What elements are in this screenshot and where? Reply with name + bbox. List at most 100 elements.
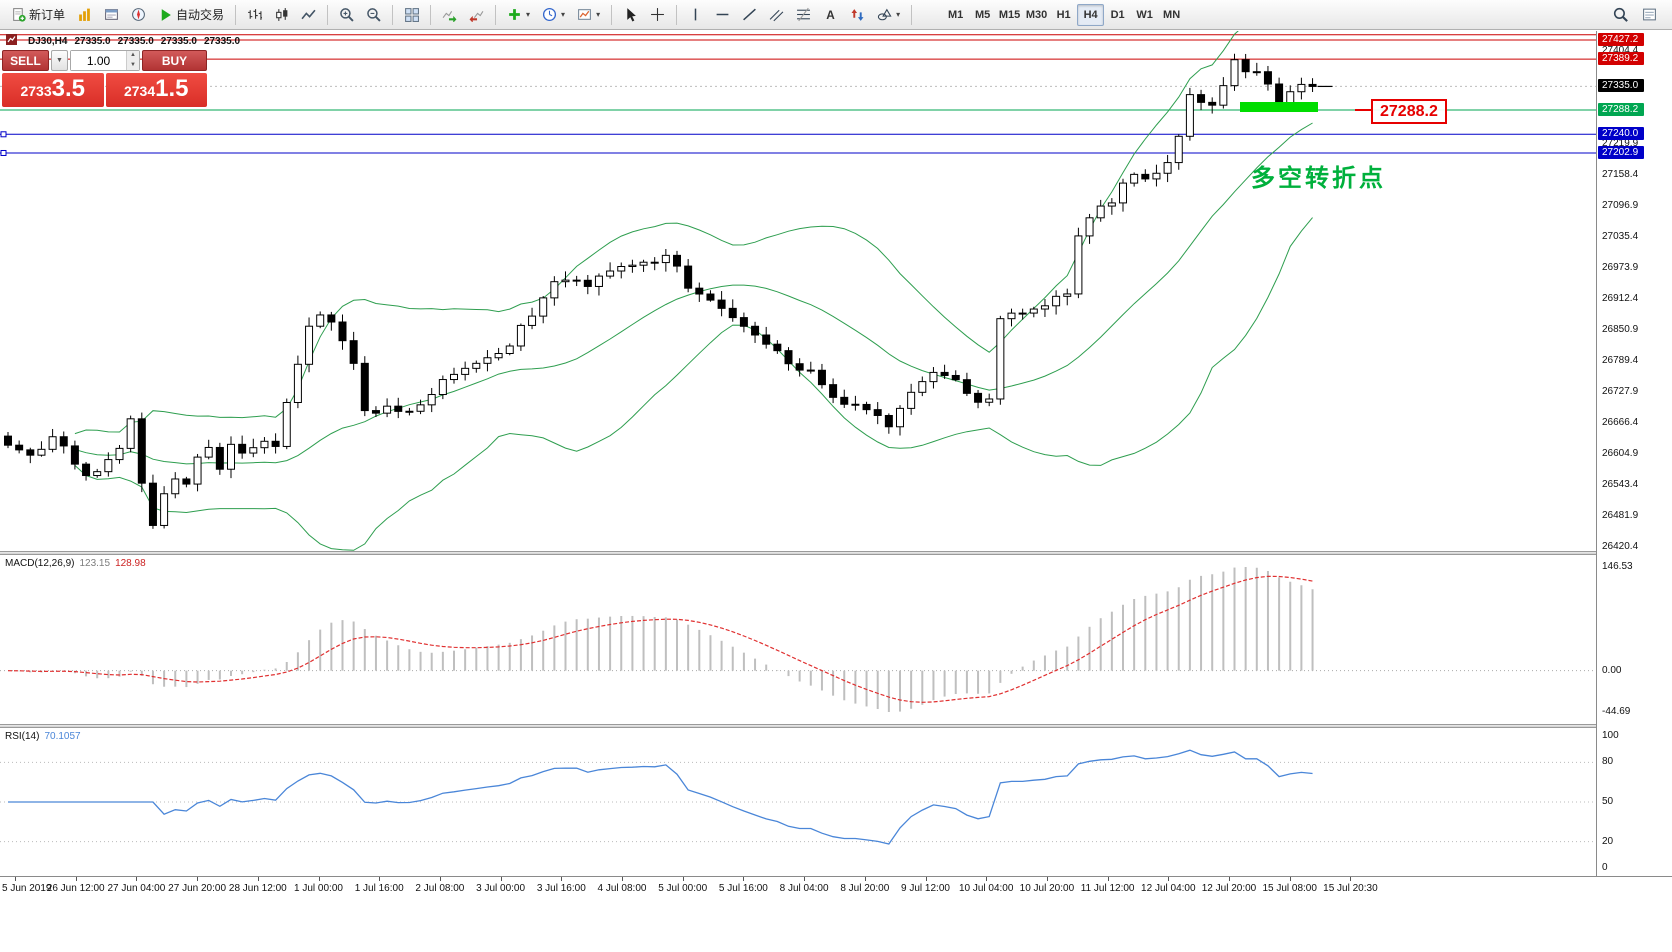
- toolbar-separator: [235, 4, 237, 25]
- zoom-out-icon: [366, 7, 381, 22]
- timeframe-m1[interactable]: M1: [947, 8, 964, 21]
- market-watch-button[interactable]: [72, 3, 97, 27]
- candlestick-button[interactable]: [269, 3, 294, 27]
- buy-button[interactable]: BUY: [142, 50, 207, 71]
- crosshair-button[interactable]: [645, 3, 670, 27]
- chevron-down-icon: ▼: [56, 57, 63, 64]
- volume-field: ▲ ▼: [70, 50, 140, 71]
- timeframe-m30[interactable]: M30: [1025, 8, 1048, 21]
- macd-value-signal: 128.98: [115, 558, 146, 569]
- tile-windows-button[interactable]: [399, 3, 424, 27]
- time-tick: [1107, 877, 1109, 881]
- timeframe-m15[interactable]: M15: [998, 8, 1021, 21]
- time-tick: [318, 877, 320, 881]
- search-button[interactable]: [1608, 3, 1633, 27]
- auto-trading-button[interactable]: 自动交易: [153, 3, 229, 27]
- toolbar-separator: [327, 4, 329, 25]
- callout-line: [1355, 109, 1371, 111]
- time-tick: [1289, 877, 1291, 881]
- templates-button[interactable]: ▾: [572, 3, 605, 27]
- shapes-button[interactable]: ▾: [872, 3, 905, 27]
- time-label: 15 Jul 20:30: [1323, 883, 1378, 894]
- axis-label: 26481.9: [1602, 510, 1639, 522]
- vline-icon: [688, 7, 703, 22]
- line-chart-button[interactable]: [296, 3, 321, 27]
- trade-panel-dropdown[interactable]: ▼: [51, 50, 68, 71]
- navigator-button[interactable]: [126, 3, 151, 27]
- time-tick: [622, 877, 623, 881]
- data-window-button[interactable]: [99, 3, 124, 27]
- auto-scroll-button[interactable]: [437, 3, 462, 27]
- time-label: 2 Jul 08:00: [415, 883, 465, 894]
- horizontal-line-button[interactable]: [710, 3, 735, 27]
- text-button[interactable]: A: [818, 3, 843, 27]
- buy-price-display[interactable]: 2734 1.5: [105, 73, 207, 107]
- volume-decrease-button[interactable]: ▼: [127, 60, 139, 70]
- axis-label: 0.00: [1602, 664, 1622, 676]
- macd-panel[interactable]: [0, 555, 1596, 724]
- arrows-button[interactable]: [845, 3, 870, 27]
- template-icon: [577, 7, 592, 22]
- indicator-plus-icon: [507, 7, 522, 22]
- hline-icon: [715, 7, 730, 22]
- timeframe-h1[interactable]: H1: [1056, 8, 1071, 21]
- trendline-button[interactable]: [737, 3, 762, 27]
- fibonacci-button[interactable]: [791, 3, 816, 27]
- chart-window: 27404.4 27219.9 27158.4 27096.9 27035.4 26973…: [0, 30, 1672, 952]
- buy-price-big: 1.5: [155, 75, 189, 102]
- sell-price-display[interactable]: 2733 3.5: [2, 73, 104, 107]
- time-tick: [743, 877, 745, 881]
- rsi-panel[interactable]: [0, 728, 1596, 876]
- note-annotation[interactable]: 多空转折点: [1251, 165, 1386, 192]
- price-level-label: 27389.2: [1598, 52, 1644, 66]
- axis-label: 26420.4: [1602, 541, 1639, 553]
- trendline-icon: [742, 7, 757, 22]
- axis-label: -44.69: [1602, 706, 1631, 717]
- periods-button[interactable]: ▾: [537, 3, 570, 27]
- quotes-window-button[interactable]: [1637, 3, 1662, 27]
- timeframe-m5[interactable]: M5: [974, 8, 991, 21]
- vertical-line-button[interactable]: [683, 3, 708, 27]
- sell-button[interactable]: SELL: [2, 50, 49, 71]
- axis-label: 26789.4: [1602, 355, 1639, 367]
- rsi-name: RSI(14): [5, 731, 40, 742]
- axis-label: 27158.4: [1602, 169, 1639, 181]
- new-order-button[interactable]: 新订单: [6, 3, 70, 27]
- chart-shift-button[interactable]: [464, 3, 489, 27]
- time-tick: [136, 877, 138, 881]
- channel-button[interactable]: [764, 3, 789, 27]
- timeframe-w1[interactable]: W1: [1136, 8, 1153, 21]
- new-order-icon: [11, 7, 26, 22]
- price-callout[interactable]: 27288.2: [1371, 99, 1447, 124]
- timeframe-d1[interactable]: D1: [1110, 8, 1125, 21]
- volume-increase-button[interactable]: ▲: [127, 51, 139, 61]
- indicators-button[interactable]: ▾: [502, 3, 535, 27]
- axis-label: 26912.4: [1602, 293, 1639, 305]
- axis-label: 146.53: [1602, 561, 1633, 572]
- timeframe-h4[interactable]: H4: [1077, 3, 1105, 26]
- clock-icon: [542, 7, 557, 22]
- callout-text: 27288.2: [1380, 103, 1438, 120]
- cursor-button[interactable]: [618, 3, 643, 27]
- low-value: 27335.0: [160, 36, 197, 47]
- time-tick: [1229, 877, 1230, 881]
- panel-splitter[interactable]: [0, 551, 1672, 555]
- volume-input[interactable]: [71, 51, 126, 70]
- time-label: 3 Jul 16:00: [536, 883, 586, 894]
- toolbar-separator: [911, 4, 913, 25]
- zoom-in-button[interactable]: [334, 3, 359, 27]
- time-label: 11 Jul 12:00: [1080, 883, 1135, 894]
- bar-chart-button[interactable]: [242, 3, 267, 27]
- highlight-annotation[interactable]: [1240, 102, 1318, 112]
- main-chart[interactable]: [0, 31, 1596, 551]
- zoom-out-button[interactable]: [361, 3, 386, 27]
- toolbar-separator: [611, 4, 613, 25]
- macd-value-main: 123.15: [79, 558, 111, 569]
- panel-splitter[interactable]: [0, 724, 1672, 728]
- time-label: 5 Jul 00:00: [658, 883, 708, 894]
- chart-shift-icon: [469, 7, 484, 22]
- axis-label: 50: [1602, 796, 1614, 807]
- axis-label: 27219.9: [1602, 138, 1639, 150]
- timeframe-mn[interactable]: MN: [1163, 8, 1181, 21]
